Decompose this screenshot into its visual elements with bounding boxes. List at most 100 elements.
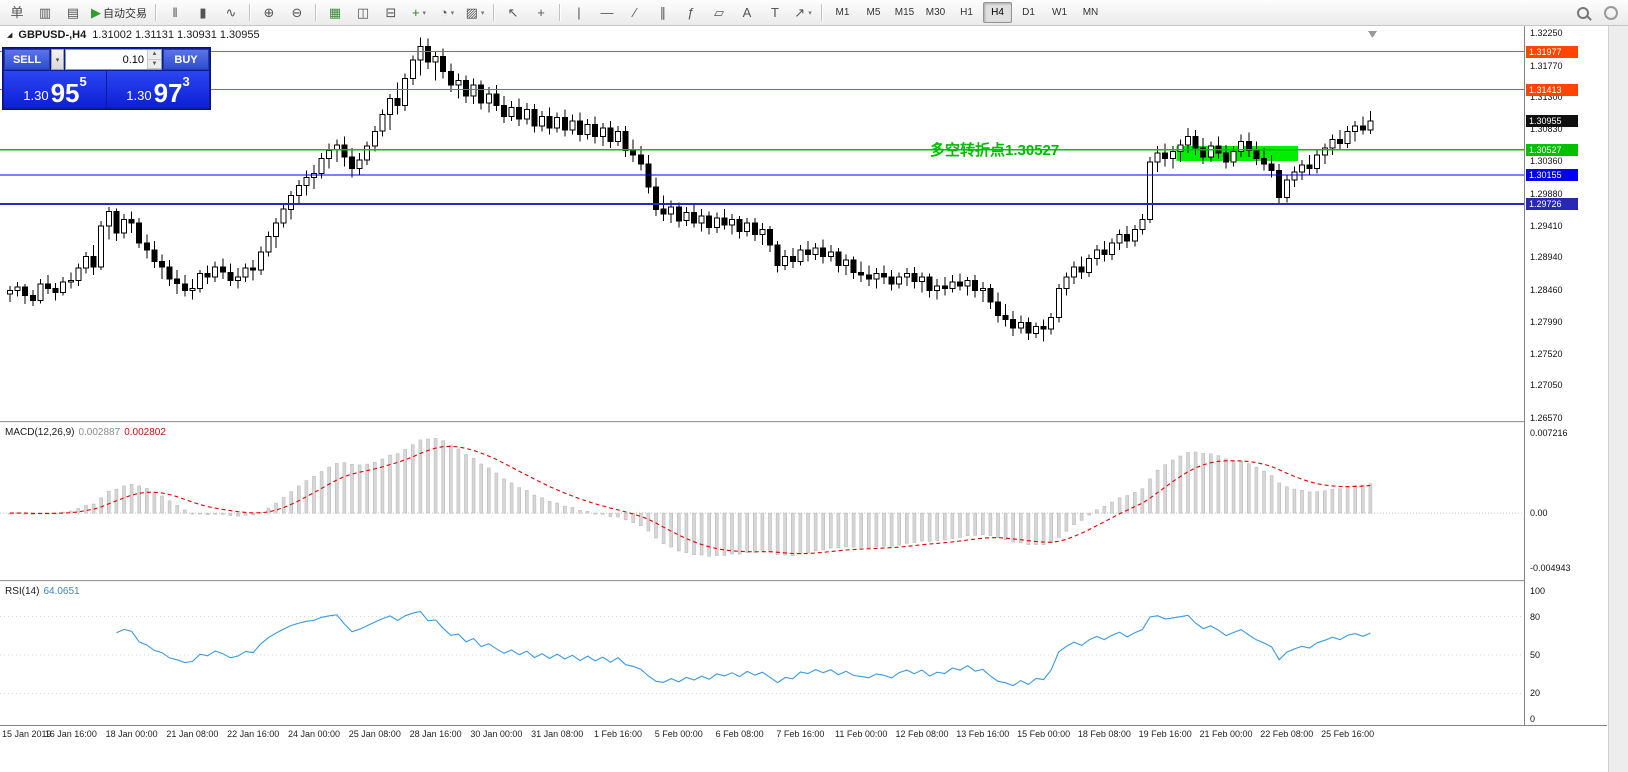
price-axis-label: 1.26570: [1530, 413, 1563, 423]
zoom-in-icon-glyph: ⊕: [263, 5, 275, 20]
template-button[interactable]: ▨ ▾: [462, 1, 488, 25]
price-axis[interactable]: 1.32250 1.31770 1.31300 1.30830 1.30360 1.298…: [1524, 26, 1607, 725]
sell-price-pip: 5: [79, 74, 87, 89]
one-click-trading-panel: SELL ▾ 0.10 ▲ ▼ BUY 1.30 95 5 1.30 97 3: [2, 47, 211, 110]
price-badge: 1.29726: [1526, 198, 1578, 211]
toolbar-separator: [155, 4, 157, 21]
time-axis-label: 25 Feb 16:00: [1321, 729, 1375, 739]
candlestick-chart-icon[interactable]: ▮: [190, 1, 216, 25]
charts-grid-icon[interactable]: ▥: [32, 1, 58, 25]
symbol-info: ◢ GBPUSD-,H4 1.31002 1.31131 1.30931 1.3…: [7, 29, 260, 41]
textlabel-icon[interactable]: T: [762, 1, 788, 25]
quick-nav-icon: [1604, 5, 1618, 20]
add-indicator-glyph: +: [411, 5, 420, 20]
horizontal-line-icon-glyph: —: [600, 5, 614, 20]
rsi-panel[interactable]: [0, 583, 1524, 725]
macd-panel-separator[interactable]: [0, 421, 1607, 424]
text-icon[interactable]: A: [734, 1, 760, 25]
objects-window-icon[interactable]: ⊟: [378, 1, 404, 25]
trendline-icon[interactable]: ∕: [622, 1, 648, 25]
time-axis-line: [0, 725, 1607, 726]
quick-nav-icon[interactable]: [1598, 1, 1624, 25]
profiles-icon[interactable]: ▤: [60, 1, 86, 25]
price-chart-panel[interactable]: 多空转折点1.30527: [0, 26, 1524, 421]
rsi-axis-label: 20: [1530, 688, 1541, 699]
rsi-axis-label: 100: [1530, 586, 1546, 596]
timeframe-button-h4[interactable]: H4: [983, 2, 1012, 23]
timeframe-button-d1[interactable]: D1: [1022, 7, 1035, 18]
indicator-window-icon[interactable]: ◫: [350, 1, 376, 25]
vertical-line-icon[interactable]: |: [566, 1, 592, 25]
price-axis-label: 1.28460: [1530, 284, 1563, 295]
autotrading-button[interactable]: ▶ 自动交易: [88, 1, 150, 25]
macd-name: MACD(12,26,9): [5, 427, 75, 438]
price-axis-label: 1.29880: [1530, 188, 1563, 199]
lot-size-value[interactable]: 0.10: [122, 53, 144, 66]
period-clock-glyph: ◔: [439, 5, 448, 20]
tile-windows-icon[interactable]: ▦: [322, 1, 348, 25]
vertical-line-icon-glyph: |: [577, 5, 581, 20]
toolbar: 单 ▥ ▤ ▶ 自动交易 ‖ ▮ ∿ ⊕ ⊖ ▦ ◫ ⊟ + ▾ ◔ ▾ ▨ ▾ ↖ + | — ∕ ∥ ƒ ▱ A T ↗ ▾ M1 M5 M…: [0, 0, 1628, 26]
new-order-button[interactable]: 单: [4, 1, 30, 25]
macd-panel[interactable]: [0, 424, 1524, 580]
lot-preset-dropdown[interactable]: ▾: [51, 49, 64, 70]
timeframe-button-mn[interactable]: MN: [1082, 7, 1099, 18]
sell-price-quote[interactable]: 1.30 95 5: [4, 71, 106, 108]
crosshair-icon[interactable]: +: [528, 1, 554, 25]
rsi-panel-separator[interactable]: [0, 580, 1607, 583]
rsi-value: 64.0651: [43, 586, 80, 597]
macd-axis-label: -0.004943: [1530, 563, 1571, 573]
tile-windows-icon-glyph: ▦: [328, 5, 342, 20]
price-axis-label: 1.28940: [1530, 252, 1563, 263]
lot-decrease-button[interactable]: ▼: [148, 59, 161, 69]
zoom-in-icon[interactable]: ⊕: [256, 1, 282, 25]
new-order-glyph: 单: [10, 5, 24, 20]
time-axis-label: 11 Feb 00:00: [835, 729, 888, 739]
chevron-down-icon: ▾: [808, 9, 812, 17]
svg-text:多空转折点1.30527: 多空转折点1.30527: [930, 141, 1059, 159]
time-axis-label: 22 Feb 08:00: [1260, 729, 1314, 739]
timeframe-button-m5[interactable]: M5: [866, 7, 881, 18]
timeframe-button-m1[interactable]: M1: [835, 7, 850, 18]
search-icon[interactable]: [1570, 1, 1596, 25]
macd-label: MACD(12,26,9) 0.002887 0.002802: [5, 427, 166, 438]
bar-chart-icon[interactable]: ‖: [162, 1, 188, 25]
rsi-axis-label: 80: [1530, 611, 1541, 622]
sell-button[interactable]: SELL: [4, 49, 50, 70]
buy-price-pip: 3: [182, 74, 190, 89]
buy-button[interactable]: BUY: [163, 49, 209, 70]
price-badge: 1.30955: [1526, 114, 1578, 127]
price-badge: 1.31413: [1526, 83, 1578, 96]
toolbar-separator: [249, 4, 251, 21]
time-axis[interactable]: 15 Jan 2019 16 Jan 16:00 18 Jan 00:00 21 Ja…: [0, 726, 1524, 748]
trendline-icon-glyph: ∕: [633, 5, 637, 20]
line-chart-icon[interactable]: ∿: [218, 1, 244, 25]
time-axis-label: 24 Jan 00:00: [287, 729, 341, 739]
channel-icon-glyph: ∥: [659, 5, 667, 20]
rsi-axis-label: 0: [1530, 714, 1536, 724]
fibonacci-icon[interactable]: ƒ: [678, 1, 704, 25]
price-axis-label: 1.30360: [1530, 156, 1563, 167]
price-axis-label: 1.29410: [1530, 220, 1563, 231]
channel-icon[interactable]: ∥: [650, 1, 676, 25]
horizontal-line-icon[interactable]: —: [594, 1, 620, 25]
timeframe-button-m30[interactable]: M30: [925, 7, 946, 18]
lot-increase-button[interactable]: ▲: [148, 50, 161, 60]
buy-price-quote[interactable]: 1.30 97 3: [107, 71, 209, 108]
lot-size-field[interactable]: 0.10 ▲ ▼: [65, 49, 162, 70]
timeframe-button-m15[interactable]: M15: [894, 7, 915, 18]
symbol-ohlc: 1.31002 1.31131 1.30931 1.30955: [92, 29, 260, 41]
shapes-icon-glyph: ▱: [714, 5, 724, 20]
period-clock-button[interactable]: ◔ ▾: [434, 1, 460, 25]
arrows-icon[interactable]: ↗ ▾: [790, 1, 816, 25]
cursor-icon[interactable]: ↖: [500, 1, 526, 25]
lot-spinner: ▲ ▼: [147, 50, 161, 69]
fibonacci-icon-glyph: ƒ: [687, 5, 695, 20]
timeframe-button-w1[interactable]: W1: [1052, 7, 1067, 18]
add-indicator-button[interactable]: + ▾: [406, 1, 432, 25]
timeframe-button-h1[interactable]: H1: [960, 7, 973, 18]
toolbar-separator: [315, 4, 317, 21]
price-badge: 1.31977: [1526, 45, 1578, 58]
shapes-icon[interactable]: ▱: [706, 1, 732, 25]
zoom-out-icon[interactable]: ⊖: [284, 1, 310, 25]
